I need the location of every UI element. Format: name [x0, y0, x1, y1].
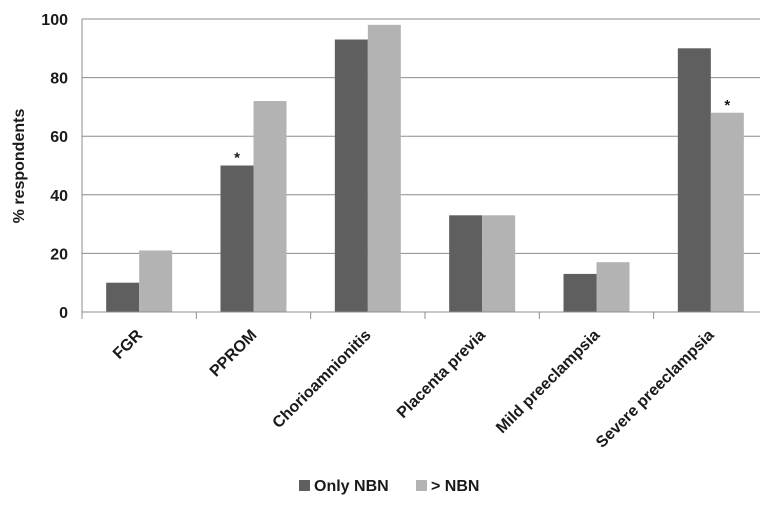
legend-label: > NBN	[431, 478, 479, 495]
x-tick-label: Mild preeclampsia	[493, 327, 603, 437]
annotations: **	[234, 97, 730, 167]
bar	[677, 48, 711, 313]
x-tick-label: Placenta previa	[394, 327, 489, 422]
bar	[563, 273, 597, 312]
y-tick-label: 40	[50, 188, 68, 205]
y-tick-label: 100	[41, 12, 68, 29]
x-tick-label: Severe preeclampsia	[593, 327, 718, 452]
significance-marker: *	[234, 150, 240, 167]
y-tick-label: 80	[50, 71, 68, 88]
bars	[106, 24, 744, 313]
gridlines	[82, 18, 760, 254]
y-axis-label: % respondents	[11, 109, 28, 224]
legend: Only NBN > NBN	[299, 478, 479, 495]
axes	[81, 19, 760, 319]
x-axis-categories: FGR PPROM Chorioamnionitis Placenta previa M…	[110, 326, 718, 451]
x-tick-label: FGR	[110, 326, 146, 362]
x-tick-label: PPROM	[207, 327, 261, 381]
y-axis-ticks: 0 20 40 60 80 100	[41, 12, 68, 322]
bar	[482, 215, 516, 312]
significance-marker: *	[724, 97, 730, 114]
legend-swatch	[299, 480, 310, 491]
bar	[710, 112, 744, 312]
bar	[449, 215, 483, 312]
y-tick-label: 60	[50, 129, 68, 146]
bar	[220, 165, 254, 312]
bar	[367, 24, 401, 313]
bar	[253, 101, 287, 312]
bar	[139, 250, 173, 312]
legend-swatch	[416, 480, 427, 491]
y-tick-label: 20	[50, 246, 68, 263]
bar	[106, 282, 140, 312]
x-tick-label: Chorioamnionitis	[270, 327, 375, 432]
bar	[596, 262, 630, 312]
bar	[334, 39, 368, 312]
y-tick-label: 0	[59, 305, 68, 322]
legend-label: Only NBN	[314, 478, 389, 495]
